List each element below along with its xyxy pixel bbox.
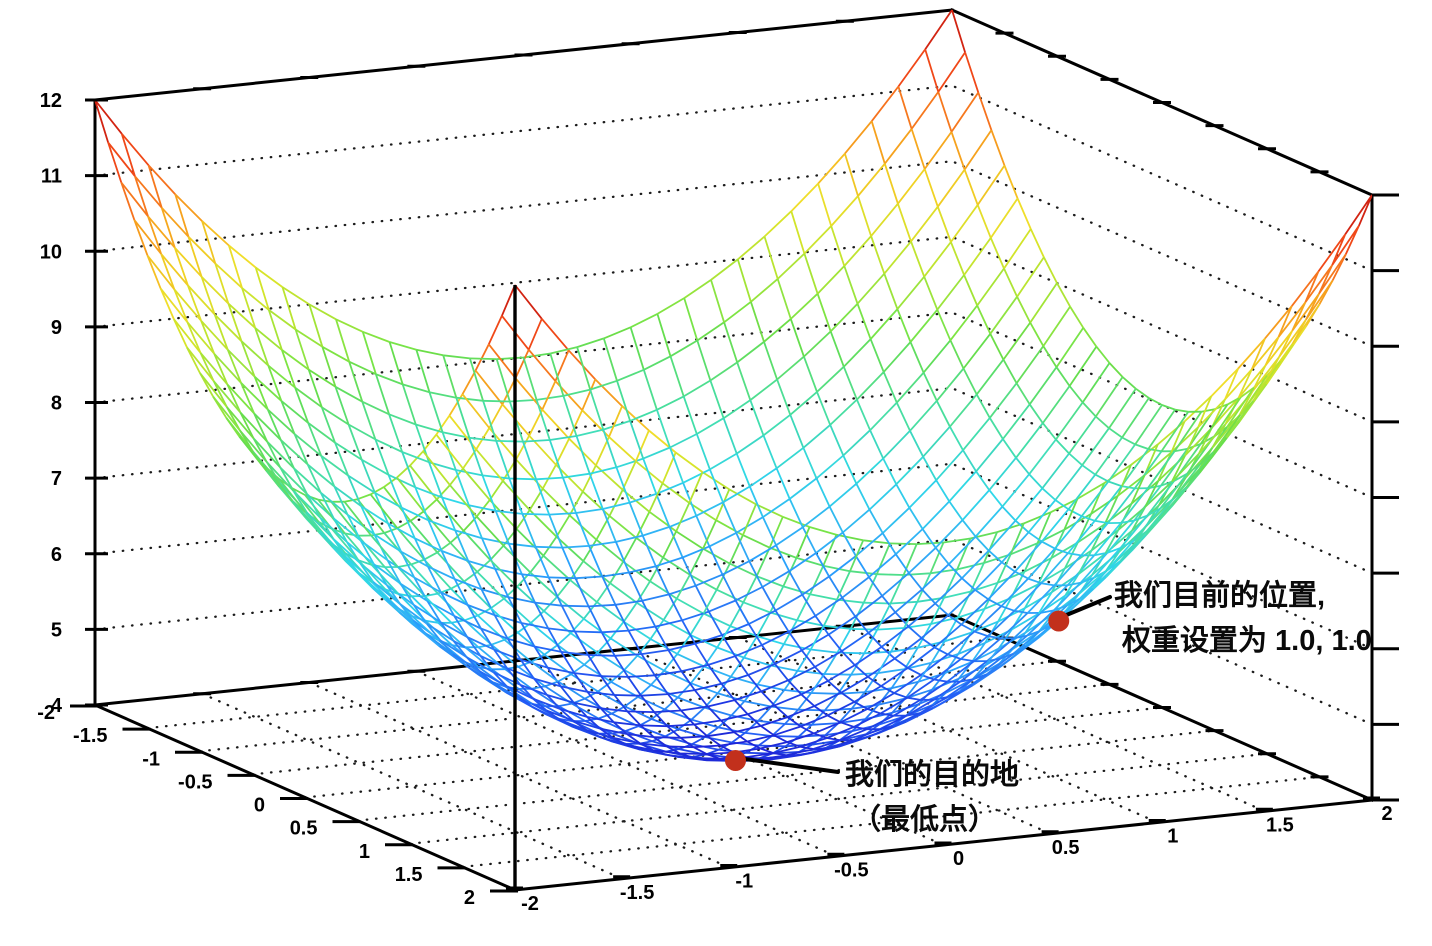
x-tick-label: -1 [735, 871, 753, 893]
x-tick-label: 0 [953, 848, 964, 870]
current-position-dot [1048, 610, 1070, 632]
mirrored-ticks [193, 19, 1329, 779]
x-tick-label: -1.5 [620, 882, 654, 904]
z-tick-label: 12 [40, 90, 62, 112]
z-tick-label: 6 [51, 544, 62, 566]
destination-dot [725, 750, 746, 771]
wall-gridlines [93, 84, 1374, 726]
x-tick-label: 0.5 [1052, 837, 1080, 859]
y-tick-label: 1 [359, 841, 370, 863]
z-tick-label: 4 [51, 695, 63, 717]
floor-gridlines [146, 625, 1321, 880]
z-tick-label: 10 [40, 241, 62, 263]
destination-label-line2: （最低点） [852, 803, 997, 836]
z-tick-label: 7 [51, 468, 62, 490]
x-tick-label: 1 [1167, 826, 1178, 848]
z-tick-label: 8 [51, 393, 62, 415]
x-tick-label: 2 [1381, 803, 1392, 825]
y-tick-label: 2 [464, 887, 475, 909]
destination-label-line1: 我们的目的地 [845, 757, 1019, 791]
y-tick-label: -1 [142, 748, 160, 770]
current-position-label-line1: 我们目前的位置, [1114, 578, 1325, 612]
x-tick-label: -0.5 [834, 859, 868, 881]
surface-mesh [94, 9, 1373, 762]
z-tick-label: 11 [41, 166, 62, 188]
current-position-label-line2: 权重设置为 1.0, 1.0 [1121, 624, 1372, 657]
y-tick-label: 0.5 [290, 818, 318, 840]
x-tick-label: 1.5 [1266, 814, 1294, 836]
y-tick-label: 0 [254, 795, 265, 817]
z-tick-label: 9 [51, 317, 62, 339]
annotation-destination: 我们的目的地 （最低点） [725, 750, 1019, 836]
y-tick-label: -1.5 [73, 725, 107, 747]
x-tick-label: -2 [521, 893, 539, 915]
y-tick-label: 1.5 [395, 864, 423, 886]
z-tick-label: 5 [51, 619, 62, 641]
annotation-current-position: 我们目前的位置, 权重设置为 1.0, 1.0 [1048, 578, 1372, 657]
y-tick-label: -2 [37, 702, 55, 724]
y-tick-label: -0.5 [178, 771, 212, 793]
